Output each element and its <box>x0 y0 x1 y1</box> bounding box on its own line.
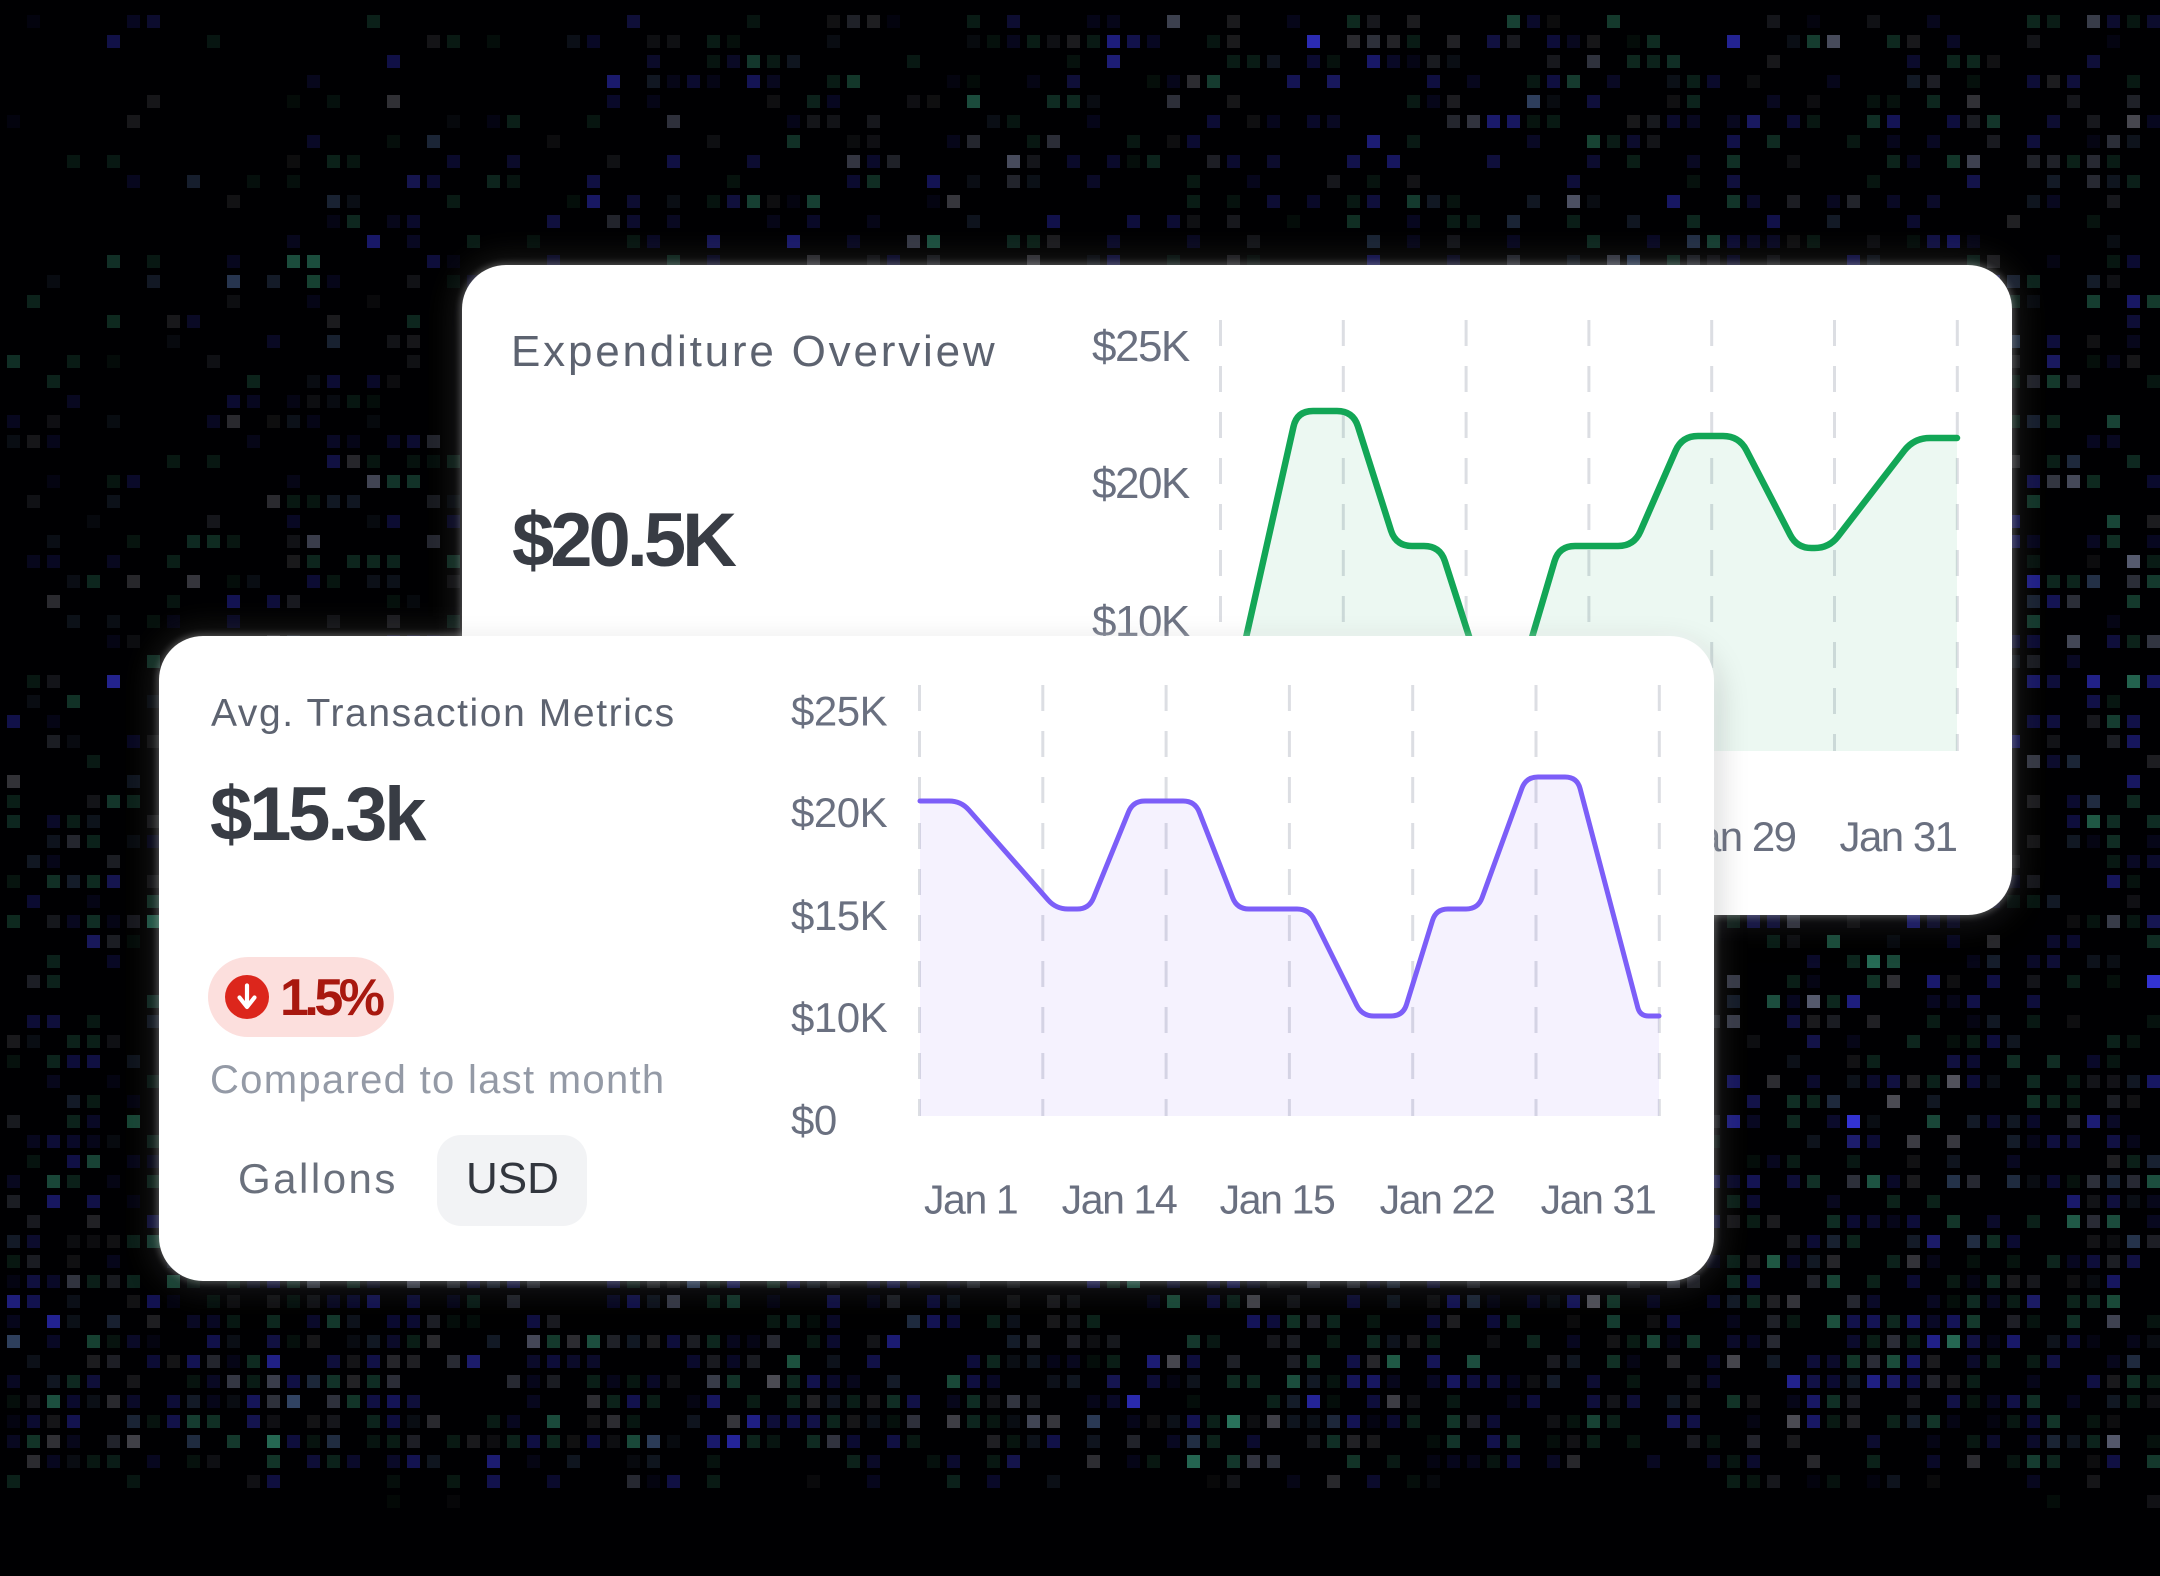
svg-text:Jan 1: Jan 1 <box>924 1177 1017 1223</box>
svg-text:$20K: $20K <box>791 789 888 836</box>
svg-text:$15.3k: $15.3k <box>210 772 427 857</box>
svg-text:1.5%: 1.5% <box>280 969 384 1027</box>
svg-text:Avg. Transaction Metrics: Avg. Transaction Metrics <box>211 692 676 735</box>
svg-text:Jan 15: Jan 15 <box>1220 1177 1335 1223</box>
svg-text:USD: USD <box>466 1154 559 1203</box>
svg-text:$15K: $15K <box>791 892 888 939</box>
svg-text:$10K: $10K <box>791 994 888 1041</box>
svg-text:Jan 31: Jan 31 <box>1541 1177 1656 1223</box>
svg-text:Jan 14: Jan 14 <box>1062 1177 1177 1223</box>
svg-text:Compared to last month: Compared to last month <box>210 1058 665 1102</box>
svg-text:Gallons: Gallons <box>238 1155 398 1202</box>
svg-text:$25K: $25K <box>791 687 888 734</box>
svg-text:Jan 22: Jan 22 <box>1380 1177 1495 1223</box>
svg-text:$0: $0 <box>791 1096 837 1143</box>
